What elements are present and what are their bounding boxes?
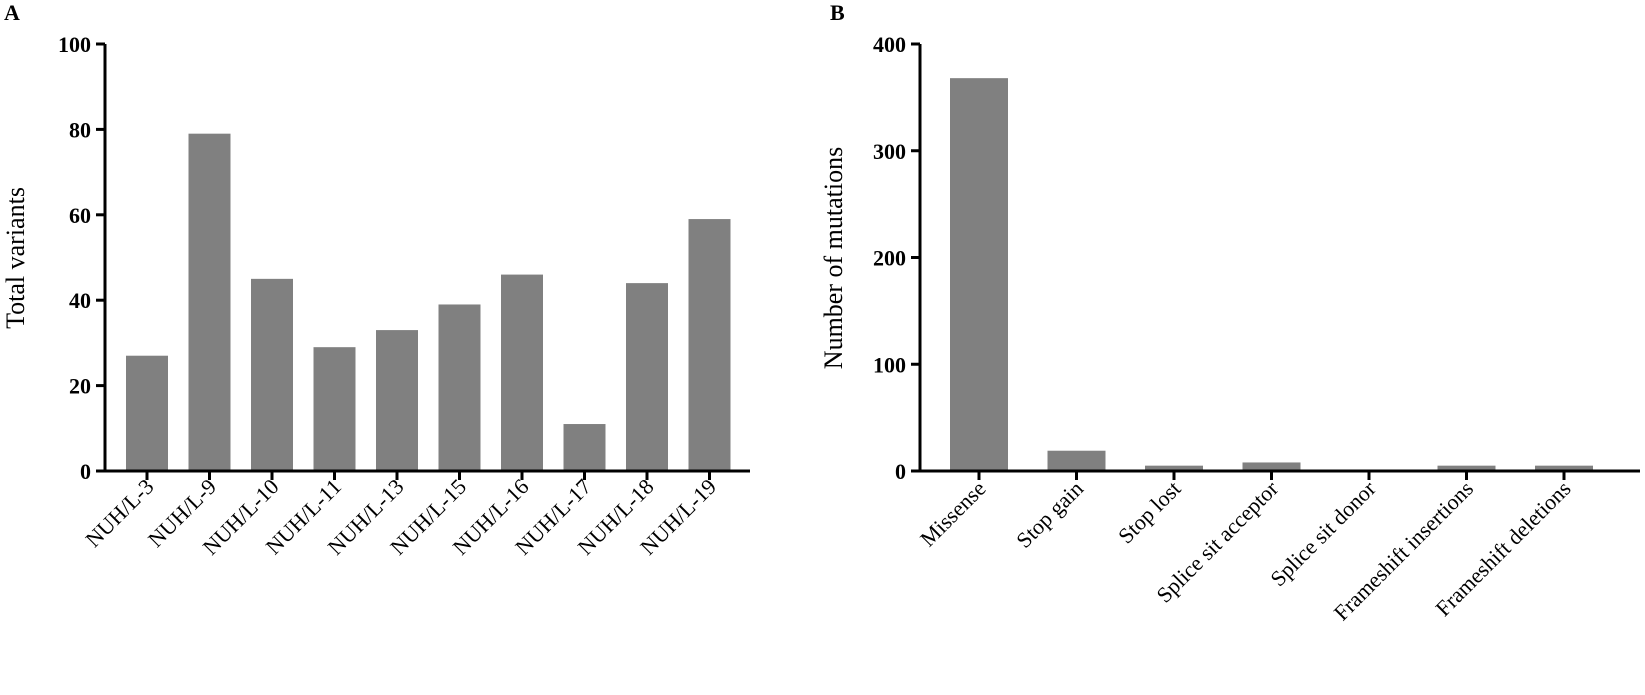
y-tick-label: 0 (895, 459, 906, 484)
bar (501, 274, 543, 471)
chart-panel-b: B Number of mutations 0 100 200 300 400 Miss… (819, 0, 1640, 625)
bar (188, 133, 231, 472)
bar (438, 304, 481, 471)
bar (626, 283, 668, 471)
bar (126, 355, 168, 471)
bar (251, 278, 293, 471)
y-tick-label: 100 (58, 32, 91, 57)
bar (688, 219, 731, 471)
bar (563, 424, 606, 471)
y-axis-title-b: Number of mutations (819, 147, 848, 369)
y-tick-label: 40 (69, 288, 91, 313)
panel-label-b: B (830, 0, 845, 25)
chart-panel-a: A Total variants 0 20 40 60 80 100 NUH/L-3NUH… (1, 0, 750, 560)
y-axis-ticks-a: 0 20 40 60 80 100 (58, 32, 711, 484)
y-tick-label: 300 (873, 139, 906, 164)
category-label: Stop gain (1011, 476, 1088, 553)
bars-b (950, 78, 1593, 471)
y-tick-label: 400 (873, 32, 906, 57)
axes-a (103, 44, 750, 473)
bar (950, 78, 1008, 471)
bars-a (126, 133, 731, 472)
category-labels-a: NUH/L-3NUH/L-9NUH/L-10NUH/L-11NUH/L-13NU… (80, 474, 721, 560)
bar (1145, 465, 1203, 471)
y-tick-label: 100 (873, 352, 906, 377)
category-label: Stop lost (1113, 476, 1186, 549)
bar (313, 347, 356, 471)
bar (376, 330, 418, 471)
bar (1535, 465, 1593, 471)
y-tick-label: 200 (873, 246, 906, 271)
category-label: Missense (915, 476, 991, 552)
bar (1047, 450, 1106, 471)
axes-b (918, 44, 1640, 473)
y-tick-label: 60 (69, 203, 91, 228)
bar (1437, 465, 1496, 471)
y-tick-label: 80 (69, 117, 91, 142)
bar (1242, 462, 1301, 471)
y-tick-label: 0 (80, 459, 91, 484)
category-label: NUH/L-3 (80, 474, 158, 552)
y-axis-title-a: Total variants (1, 187, 30, 329)
y-tick-label: 20 (69, 374, 91, 399)
panel-label-a: A (4, 0, 20, 25)
